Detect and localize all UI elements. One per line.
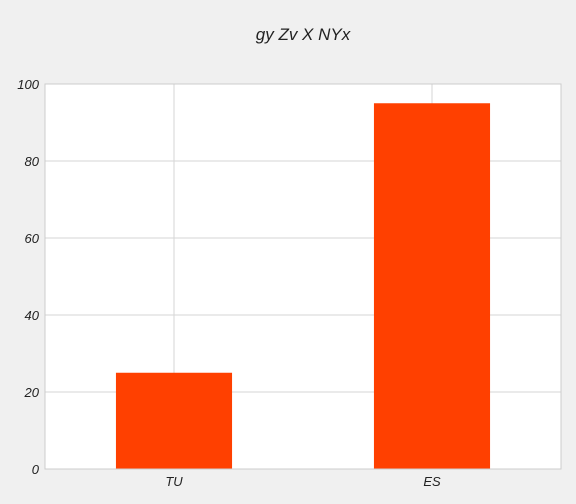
bars [115, 103, 491, 469]
chart-title: gy Zv X NYx [256, 25, 351, 44]
plot-frame [44, 83, 562, 470]
y-tick-label: 0 [32, 462, 40, 477]
x-tick-label: ES [423, 474, 441, 489]
y-tick-label: 80 [25, 154, 40, 169]
y-tick-label: 100 [17, 77, 39, 92]
x-axis-ticks: TU ES [165, 474, 441, 489]
y-tick-label: 40 [25, 308, 40, 323]
bar-tu [115, 372, 233, 469]
y-tick-label: 60 [25, 231, 40, 246]
y-axis-ticks: 0 20 40 60 80 100 [17, 77, 39, 477]
x-tick-label: TU [165, 474, 183, 489]
y-tick-label: 20 [24, 385, 40, 400]
bar-es [373, 103, 491, 469]
